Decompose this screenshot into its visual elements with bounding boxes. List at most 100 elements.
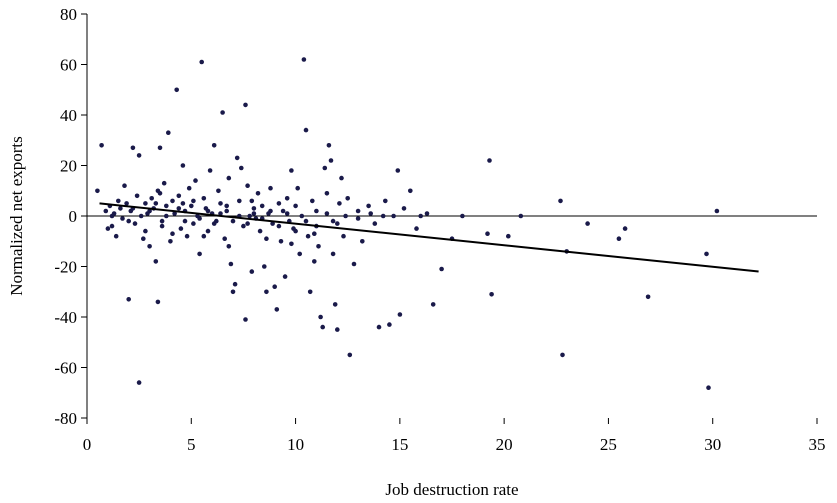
data-point — [199, 59, 204, 65]
data-point — [186, 185, 192, 191]
y-tick-label: 20 — [60, 157, 77, 176]
x-axis-ticks: 0 5 10 15 20 25 30 35 — [83, 418, 826, 454]
data-point — [143, 201, 148, 206]
data-point — [143, 228, 148, 234]
data-point — [257, 228, 263, 234]
data-point — [264, 289, 269, 295]
data-point — [105, 226, 111, 231]
x-tick-label: 25 — [600, 435, 617, 454]
data-point — [126, 218, 131, 224]
data-point — [320, 324, 326, 330]
data-point — [585, 221, 590, 226]
y-tick-label: 60 — [60, 56, 77, 75]
data-point — [366, 203, 371, 209]
data-point — [645, 294, 651, 300]
data-point — [372, 221, 378, 226]
data-point — [161, 180, 167, 186]
y-tick-label: 80 — [60, 5, 77, 24]
data-point — [622, 226, 628, 231]
data-point — [237, 198, 242, 204]
data-point — [243, 102, 248, 108]
data-point — [324, 191, 330, 196]
data-point — [347, 352, 353, 358]
data-point — [136, 380, 142, 385]
x-tick-label: 15 — [391, 435, 408, 454]
data-points — [95, 57, 720, 391]
data-point — [109, 223, 115, 229]
data-point — [174, 87, 179, 93]
data-point — [324, 211, 330, 216]
data-point — [193, 178, 198, 183]
data-point — [118, 206, 123, 211]
data-point — [136, 153, 142, 158]
data-point — [284, 211, 290, 216]
data-point — [439, 266, 444, 272]
data-point — [276, 201, 282, 206]
data-point — [164, 203, 169, 209]
data-point — [270, 221, 275, 226]
x-tick-label: 30 — [704, 435, 721, 454]
data-point — [355, 216, 361, 221]
data-point — [218, 201, 223, 206]
data-point — [130, 145, 136, 151]
data-point — [113, 233, 119, 239]
data-point — [147, 208, 152, 214]
data-point — [312, 231, 317, 236]
data-point — [184, 233, 190, 239]
data-point — [103, 208, 109, 214]
data-point — [343, 213, 348, 219]
data-point — [430, 302, 436, 307]
data-point — [157, 145, 163, 151]
y-axis-title: Normalized net exports — [7, 136, 26, 296]
data-point — [328, 158, 334, 163]
data-point — [303, 218, 309, 224]
data-point — [330, 251, 336, 257]
data-point — [251, 211, 257, 216]
data-point — [380, 213, 386, 219]
data-point — [282, 274, 288, 279]
data-point — [278, 239, 284, 244]
data-point — [506, 233, 511, 239]
data-point — [289, 241, 294, 247]
data-point — [487, 158, 492, 163]
data-point — [201, 196, 207, 201]
data-point — [230, 218, 236, 224]
trend-line — [99, 202, 759, 273]
data-point — [255, 191, 261, 196]
data-point — [170, 198, 175, 204]
data-point — [191, 221, 196, 226]
data-point — [149, 196, 154, 201]
data-point — [395, 168, 401, 173]
data-point — [180, 163, 186, 168]
x-tick-label: 35 — [809, 435, 826, 454]
data-point — [95, 188, 100, 194]
data-point — [232, 281, 238, 287]
x-tick-label: 0 — [83, 435, 92, 454]
data-point — [293, 203, 298, 209]
data-point — [401, 206, 407, 211]
data-point — [220, 110, 225, 115]
data-point — [141, 236, 146, 241]
data-point — [330, 218, 336, 224]
data-point — [153, 201, 159, 206]
data-point — [205, 228, 211, 234]
data-point — [289, 168, 294, 173]
data-point — [397, 312, 403, 317]
data-point — [314, 208, 319, 214]
data-point — [164, 213, 169, 219]
data-point — [224, 208, 229, 214]
data-point — [176, 206, 182, 211]
data-point — [339, 175, 344, 181]
data-point — [207, 168, 213, 173]
data-point — [305, 233, 311, 239]
y-tick-label: 0 — [69, 207, 78, 226]
data-point — [197, 251, 202, 257]
data-point — [218, 211, 223, 216]
data-point — [159, 223, 165, 229]
data-point — [147, 244, 152, 249]
data-point — [335, 327, 340, 332]
data-point — [295, 185, 301, 191]
y-axis-ticks: 80 60 40 20 0 -20 -40 -60 -80 — [54, 5, 87, 428]
y-tick-label: 40 — [60, 106, 77, 125]
